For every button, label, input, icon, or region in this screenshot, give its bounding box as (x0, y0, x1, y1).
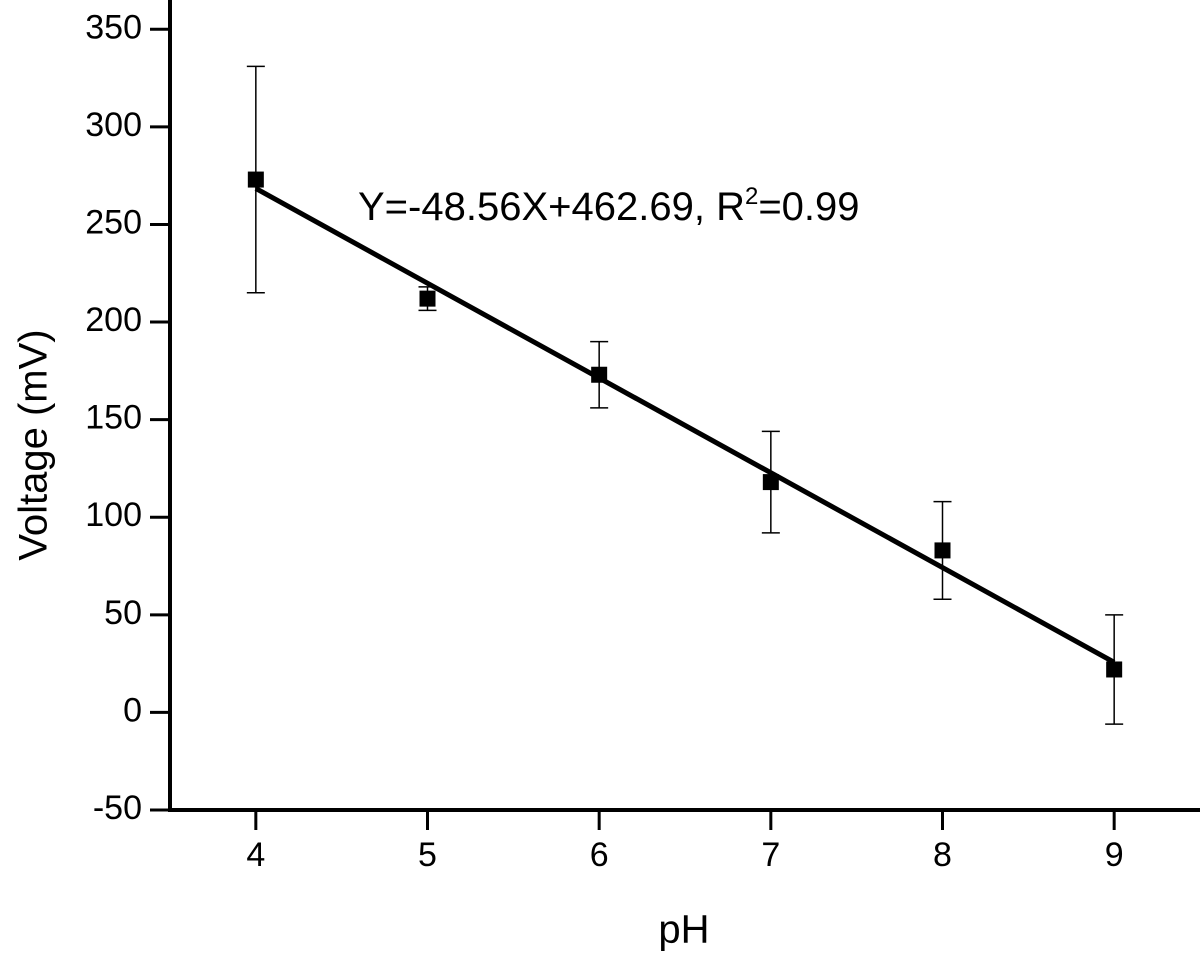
x-tick-label: 5 (418, 836, 437, 874)
y-tick-label: 200 (85, 301, 142, 339)
x-tick-label: 8 (933, 836, 952, 874)
data-point (247, 171, 264, 188)
data-point (591, 366, 608, 383)
y-tick-label: 350 (85, 8, 142, 46)
x-tick-label: 7 (761, 836, 780, 874)
x-tick-label: 9 (1105, 836, 1124, 874)
data-points (247, 171, 1123, 678)
error-bars (246, 65, 1124, 725)
data-point (1106, 661, 1123, 678)
ticks: -50 0 50 100 150 200 250 300 350 4 5 6 7 8 9 (85, 8, 1123, 874)
y-axis-title: Voltage (mV) (12, 329, 56, 560)
fit-equation-main: Y=-48.56X+462.69, R (358, 185, 745, 229)
x-tick-label: 4 (246, 836, 265, 874)
y-tick-label: -50 (93, 789, 142, 827)
y-tick-label: 150 (85, 399, 142, 437)
fit-equation-annotation: Y=-48.56X+462.69, R2=0.99 (358, 183, 860, 229)
x-tick-label: 6 (590, 836, 609, 874)
fit-line (254, 186, 1116, 665)
fit-line-group (254, 186, 1116, 665)
data-point (934, 542, 951, 559)
y-tick-label: 250 (85, 203, 142, 241)
x-axis-title: pH (658, 908, 709, 952)
data-point (419, 290, 436, 307)
data-point (762, 474, 779, 491)
fit-equation-tail: =0.99 (758, 185, 859, 229)
y-tick-label: 100 (85, 496, 142, 534)
fit-equation-superscript: 2 (745, 183, 758, 210)
y-tick-label: 50 (104, 594, 142, 632)
y-tick-label: 0 (123, 691, 142, 729)
y-tick-label: 300 (85, 106, 142, 144)
axes (168, 0, 1200, 812)
